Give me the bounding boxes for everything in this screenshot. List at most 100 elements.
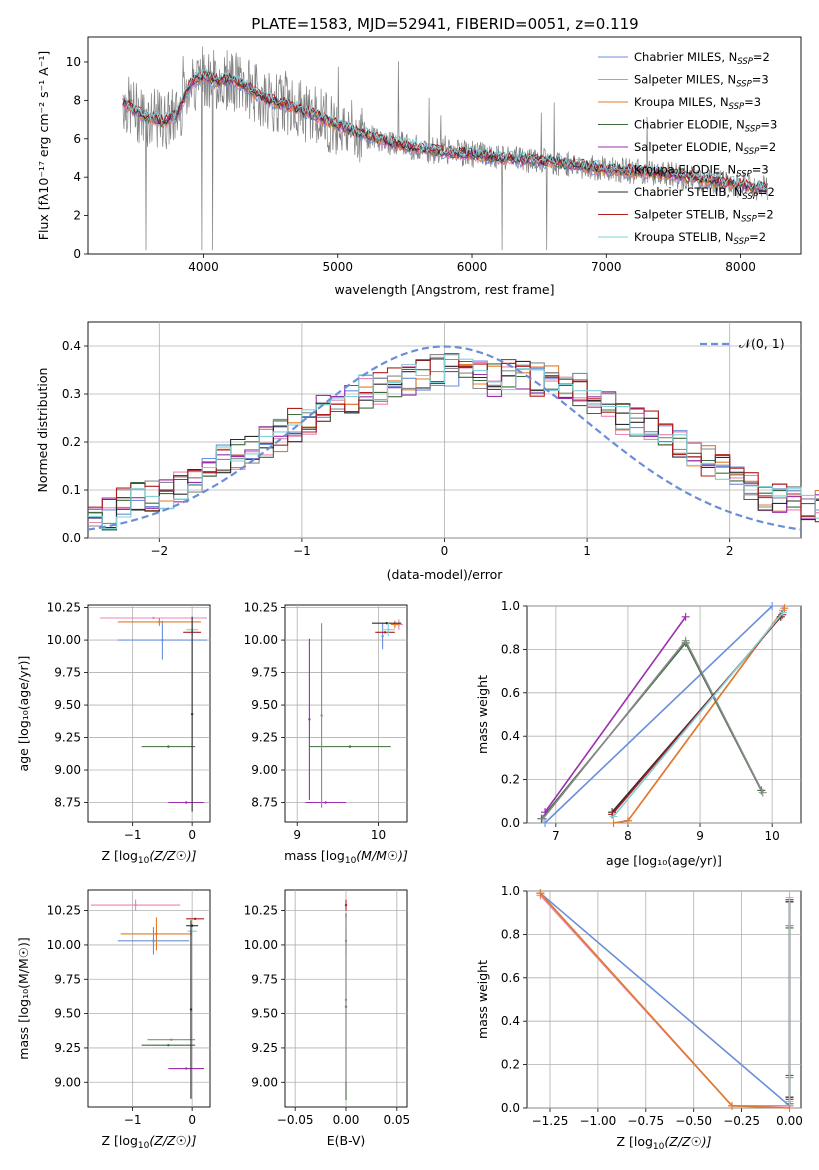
- massweight-vs-z-ylabel: mass weight: [475, 960, 490, 1039]
- age-vs-z-xlabel: Z [log10(Z/Z☉)]: [101, 848, 196, 866]
- residuals-ytick-label: 0.0: [62, 531, 81, 545]
- mass-vs-z-xtick-label: −1: [124, 1113, 142, 1127]
- residuals-ylabel: Normed distribution: [35, 368, 50, 493]
- massweight-vs-age-xtick-label: 8: [624, 829, 632, 843]
- mass-vs-z-ytick-label: 9.00: [54, 1075, 81, 1089]
- histogram-series-line: [88, 358, 819, 531]
- age-vs-mass-xtick-label: 9: [293, 828, 301, 842]
- mass-vs-z-ylabel: mass [log₁₀(M/M☉)]: [16, 937, 31, 1059]
- age-vs-mass-frame: [284, 604, 408, 823]
- massweight-vs-age-marker: [538, 814, 547, 823]
- spectrum-ytick-label: 4: [73, 170, 81, 184]
- massweight-vs-z-ytick-label: 0.4: [501, 1014, 520, 1028]
- legend-item-label: Salpeter STELIB, NSSP=2: [634, 208, 774, 225]
- mass-vs-z-frame: [87, 889, 211, 1108]
- histogram-series-line: [88, 353, 819, 523]
- ebv-xlabel: E(B-V): [327, 1133, 366, 1148]
- ebv-ytick-label: 9.00: [251, 1075, 278, 1089]
- mass-vs-z-ytick-label: 9.75: [54, 972, 81, 986]
- mass-vs-z-point: [155, 932, 158, 936]
- massweight-vs-age-marker: [609, 812, 618, 821]
- age-vs-z-frame: [87, 604, 211, 823]
- mass-vs-z-ytick-label: 10.00: [47, 938, 81, 952]
- spectrum-xlabel: wavelength [Angstrom, rest frame]: [334, 282, 554, 297]
- spectrum-xtick-label: 6000: [457, 260, 488, 274]
- ebv-point: [344, 903, 348, 907]
- massweight-vs-z-ytick-label: 0.8: [501, 927, 520, 941]
- age-vs-mass-ytick-label: 9.50: [251, 698, 278, 712]
- residuals-xtick-label: 0: [441, 544, 449, 558]
- legend-item-label: Chabrier ELODIE, NSSP=3: [634, 118, 777, 135]
- massweight-vs-age-ytick-label: 0.8: [501, 642, 520, 656]
- age-vs-z-point: [190, 712, 194, 716]
- age-vs-mass-ytick-label: 8.75: [251, 796, 278, 810]
- residuals-xtick-label: 1: [583, 544, 591, 558]
- ebv-xtick-label: −0.05: [277, 1113, 314, 1127]
- age-vs-mass-point: [381, 634, 384, 638]
- age-vs-z-ytick-label: 9.00: [54, 763, 81, 777]
- residuals-xtick-label: −2: [150, 544, 168, 558]
- ebv-xtick-label: 0.05: [383, 1113, 410, 1127]
- spectrum-model-line: [122, 68, 768, 190]
- legend-item-label: Chabrier STELIB, NSSP=2: [634, 185, 775, 202]
- massweight-vs-z-marker: [785, 1097, 794, 1106]
- massweight-vs-z-xtick-label: −1.25: [532, 1114, 569, 1128]
- legend-item-label: Chabrier MILES, NSSP=2: [634, 50, 770, 67]
- mass-vs-z-point: [152, 939, 155, 943]
- mass-vs-z-ytick-label: 10.25: [47, 904, 81, 918]
- massweight-vs-age-series-line: [612, 611, 784, 818]
- spectrum-data-line: [122, 46, 768, 251]
- age-vs-mass-xlabel: mass [log10(M/M☉)]: [284, 848, 408, 866]
- massweight-vs-z-ytick-label: 1.0: [501, 884, 520, 898]
- age-vs-mass-point: [387, 628, 390, 631]
- age-vs-z-ytick-label: 9.50: [54, 698, 81, 712]
- residuals-xlabel: (data-model)/error: [387, 567, 504, 582]
- spectrum-frame: [87, 36, 802, 255]
- spectrum-xtick-label: 7000: [591, 260, 622, 274]
- age-vs-z-point: [161, 638, 164, 642]
- mass-vs-z-point: [184, 1067, 188, 1070]
- age-vs-z-point: [184, 801, 188, 804]
- spectrum-ytick-label: 10: [66, 55, 81, 69]
- mass-vs-z-point: [190, 930, 194, 933]
- massweight-vs-age-series-line: [540, 641, 763, 820]
- ebv-ytick-label: 9.75: [251, 972, 278, 986]
- massweight-vs-z-marker: [785, 893, 794, 902]
- spectrum-ytick-label: 6: [73, 132, 81, 146]
- massweight-vs-z-xtick-label: −1.00: [580, 1114, 617, 1128]
- age-vs-mass-ytick-label: 10.25: [244, 601, 278, 615]
- age-vs-mass-ytick-label: 9.75: [251, 666, 278, 680]
- spectrum-ytick-label: 0: [73, 247, 81, 261]
- ebv-ytick-label: 9.25: [251, 1041, 278, 1055]
- age-vs-mass-point: [393, 623, 396, 626]
- massweight-vs-age-marker: [623, 816, 632, 825]
- massweight-vs-age-marker: [780, 604, 789, 613]
- age-vs-mass-point: [324, 801, 327, 804]
- massweight-vs-age-marker: [541, 819, 550, 827]
- age-vs-mass-point: [320, 714, 323, 717]
- mass-vs-z-xlabel: Z [log10(Z/Z☉)]: [101, 1133, 196, 1151]
- massweight-vs-z-marker: [536, 889, 545, 898]
- massweight-vs-z-xtick-label: −0.50: [675, 1114, 712, 1128]
- mass-vs-z-ytick-label: 9.25: [54, 1041, 81, 1055]
- page-title: PLATE=1583, MJD=52941, FIBERID=0051, z=0…: [251, 15, 638, 33]
- massweight-vs-z-xlabel: Z [log10(Z/Z☉)]: [616, 1134, 711, 1152]
- ebv-ytick-label: 10.00: [244, 938, 278, 952]
- legend-item-label: Kroupa MILES, NSSP=3: [634, 95, 761, 112]
- mass-vs-z-xtick-label: 0: [188, 1113, 196, 1127]
- massweight-vs-z-marker: [728, 1101, 737, 1110]
- age-vs-mass-point: [383, 631, 387, 634]
- spectrum-plot: [122, 46, 768, 251]
- massweight-vs-age-ytick-label: 0.6: [501, 686, 520, 700]
- spectrum-xtick-label: 4000: [188, 260, 219, 274]
- residuals-ytick-label: 0.2: [62, 435, 81, 449]
- legend-item-label: Salpeter MILES, NSSP=3: [634, 73, 769, 90]
- mass-vs-z-point: [134, 903, 137, 907]
- residuals-xtick-label: 2: [726, 544, 734, 558]
- mass-vs-z-ytick-label: 9.50: [54, 1007, 81, 1021]
- spectrum-xtick-label: 5000: [322, 260, 353, 274]
- age-vs-mass-point: [348, 745, 352, 748]
- massweight-vs-age-marker: [768, 602, 777, 610]
- massweight-vs-z-xtick-label: −0.25: [723, 1114, 760, 1128]
- massweight-vs-z-series-line: [539, 892, 791, 1107]
